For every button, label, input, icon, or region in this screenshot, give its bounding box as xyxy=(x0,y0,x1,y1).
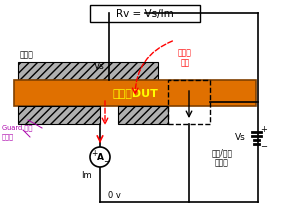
Text: −: − xyxy=(260,142,268,151)
Text: 主电板: 主电板 xyxy=(2,134,14,140)
Bar xyxy=(168,80,210,124)
Circle shape xyxy=(90,147,110,167)
Text: Rv = Vs/Im: Rv = Vs/Im xyxy=(116,8,174,19)
Text: Vs: Vs xyxy=(235,134,245,142)
Bar xyxy=(18,62,158,80)
Text: Im: Im xyxy=(81,171,91,180)
Text: +: + xyxy=(91,149,97,157)
Bar xyxy=(14,80,256,106)
Text: −: − xyxy=(103,157,109,166)
Text: 表面/侧面
漏电流: 表面/侧面 漏电流 xyxy=(212,148,233,168)
Text: 被测件DUT: 被测件DUT xyxy=(112,88,158,98)
Text: 上电极: 上电极 xyxy=(20,50,34,59)
Bar xyxy=(90,5,200,22)
Text: A: A xyxy=(97,153,104,161)
Bar xyxy=(118,106,168,124)
Text: +: + xyxy=(261,124,267,134)
Text: 体电阻
电流: 体电阻 电流 xyxy=(178,48,192,68)
Text: Vs: Vs xyxy=(94,61,105,70)
Text: 0 v: 0 v xyxy=(108,191,121,200)
Text: Guard 电板: Guard 电板 xyxy=(2,125,32,131)
Bar xyxy=(18,106,100,124)
